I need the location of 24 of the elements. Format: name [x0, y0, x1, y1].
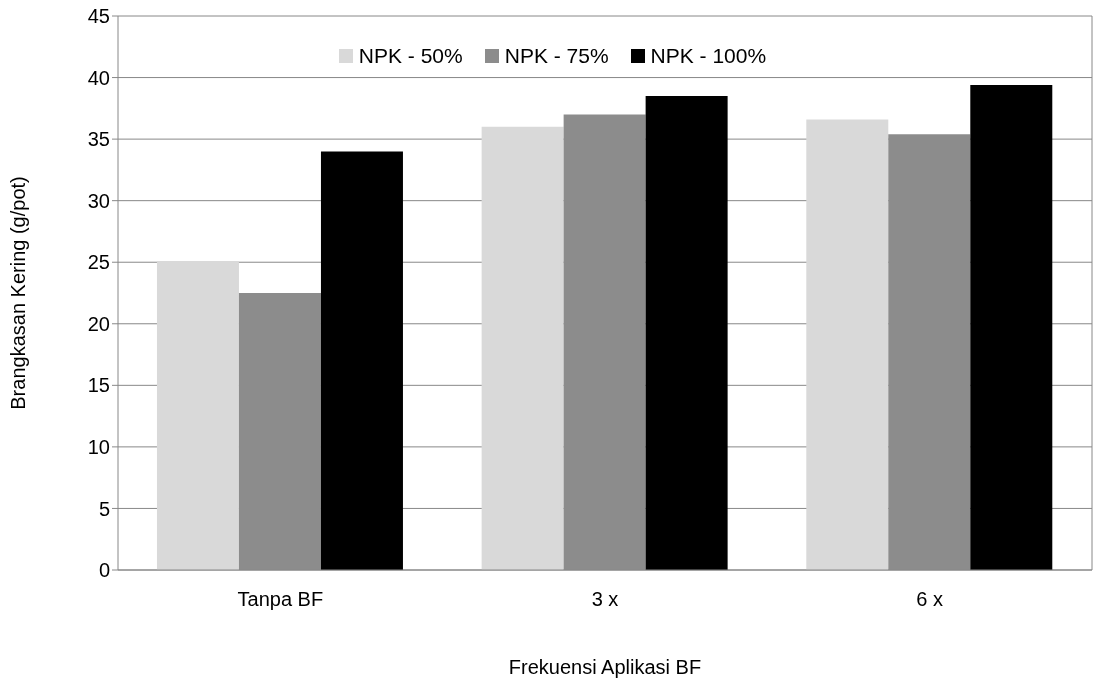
y-tick-label: 40	[87, 66, 110, 89]
legend-label: NPK - 100%	[650, 44, 767, 68]
y-tick-label: 15	[87, 374, 110, 397]
y-tick-label: 45	[87, 5, 110, 28]
bar	[645, 96, 728, 570]
bar	[320, 151, 403, 570]
y-tick-label: 20	[87, 312, 110, 335]
y-tick-label: 30	[87, 189, 110, 212]
bar	[156, 260, 239, 570]
bar	[970, 84, 1053, 570]
y-axis-title: Brangkasan Kering (g/pot)	[7, 176, 30, 410]
x-tick-label: 6 x	[916, 588, 944, 611]
y-tick-label: 10	[87, 435, 110, 458]
legend-label: NPK - 75%	[504, 44, 609, 68]
bar	[481, 126, 564, 570]
y-tick-label: 0	[98, 559, 110, 582]
y-tick-label: 5	[98, 497, 110, 520]
legend-label: NPK - 50%	[358, 44, 463, 68]
y-tick-label: 25	[87, 251, 110, 274]
bar	[806, 119, 889, 570]
x-axis-title: Frekuensi Aplikasi BF	[508, 656, 702, 678]
x-tick-label: Tanpa BF	[237, 588, 324, 611]
y-tick-label: 35	[87, 128, 110, 151]
x-tick-label: 3 x	[591, 588, 619, 611]
